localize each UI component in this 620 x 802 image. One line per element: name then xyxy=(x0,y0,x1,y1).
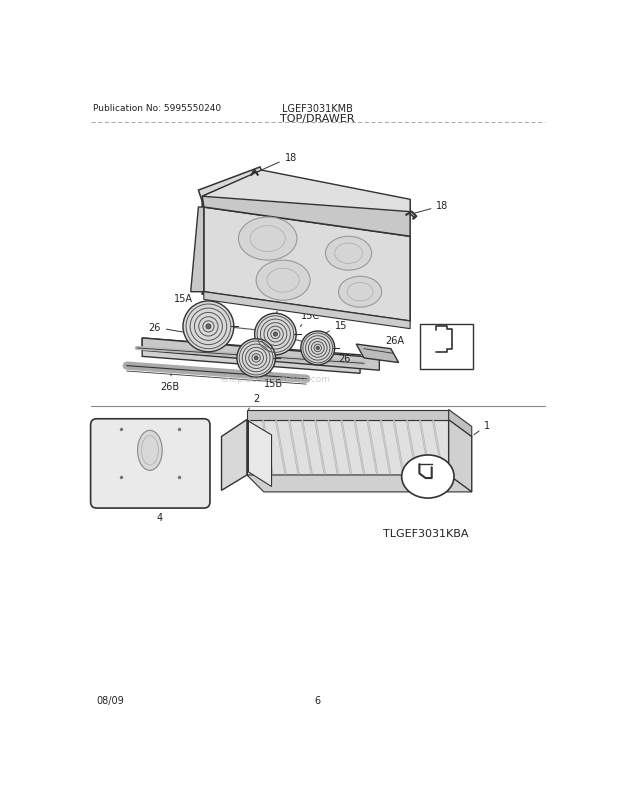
Polygon shape xyxy=(356,345,399,363)
Ellipse shape xyxy=(326,237,371,271)
Polygon shape xyxy=(202,172,410,237)
Text: 52: 52 xyxy=(457,324,469,334)
Polygon shape xyxy=(221,420,247,491)
Text: TLGEF3031KBA: TLGEF3031KBA xyxy=(383,528,468,538)
Text: 26A: 26A xyxy=(378,336,404,350)
Text: 6: 6 xyxy=(315,695,321,705)
Text: 16: 16 xyxy=(350,205,363,222)
Text: 2: 2 xyxy=(249,394,259,410)
Text: 26B: 26B xyxy=(161,375,179,392)
Text: 4: 4 xyxy=(151,507,163,523)
Circle shape xyxy=(255,314,296,355)
Polygon shape xyxy=(247,476,472,492)
Circle shape xyxy=(183,302,234,352)
Polygon shape xyxy=(142,338,379,371)
Polygon shape xyxy=(198,168,264,202)
Ellipse shape xyxy=(256,261,310,301)
Text: eReplacementParts.com: eReplacementParts.com xyxy=(220,375,330,383)
Text: 15: 15 xyxy=(322,321,347,336)
Text: 26: 26 xyxy=(328,354,351,363)
Circle shape xyxy=(273,333,278,337)
Text: 7: 7 xyxy=(425,482,431,492)
Text: Publication No: 5995550240: Publication No: 5995550240 xyxy=(93,104,221,113)
Text: 18: 18 xyxy=(414,201,449,214)
Polygon shape xyxy=(204,208,410,322)
Polygon shape xyxy=(202,202,406,325)
Polygon shape xyxy=(249,422,272,487)
Ellipse shape xyxy=(339,277,382,308)
FancyBboxPatch shape xyxy=(91,419,210,508)
Text: 26: 26 xyxy=(148,322,206,337)
Polygon shape xyxy=(204,293,410,330)
FancyBboxPatch shape xyxy=(420,325,472,369)
Text: 15A: 15A xyxy=(174,294,206,313)
Circle shape xyxy=(237,339,275,378)
Circle shape xyxy=(206,325,211,330)
Polygon shape xyxy=(449,420,472,492)
Polygon shape xyxy=(191,208,204,293)
Circle shape xyxy=(301,331,335,366)
Circle shape xyxy=(316,346,319,350)
Polygon shape xyxy=(142,338,360,374)
Text: 15B: 15B xyxy=(264,372,283,388)
Polygon shape xyxy=(202,171,410,213)
Ellipse shape xyxy=(402,456,454,499)
Ellipse shape xyxy=(138,431,162,471)
Text: 15: 15 xyxy=(275,297,287,314)
Text: TOP/DRAWER: TOP/DRAWER xyxy=(280,114,355,124)
Text: LGEF3031KMB: LGEF3031KMB xyxy=(282,103,353,114)
Polygon shape xyxy=(247,420,449,476)
Text: 08/09: 08/09 xyxy=(96,695,124,705)
Polygon shape xyxy=(247,410,449,420)
Text: 15C: 15C xyxy=(300,310,320,327)
Polygon shape xyxy=(449,410,472,437)
Circle shape xyxy=(254,357,258,360)
Ellipse shape xyxy=(239,218,297,261)
Text: 18: 18 xyxy=(259,152,297,172)
Text: 1: 1 xyxy=(474,420,490,435)
